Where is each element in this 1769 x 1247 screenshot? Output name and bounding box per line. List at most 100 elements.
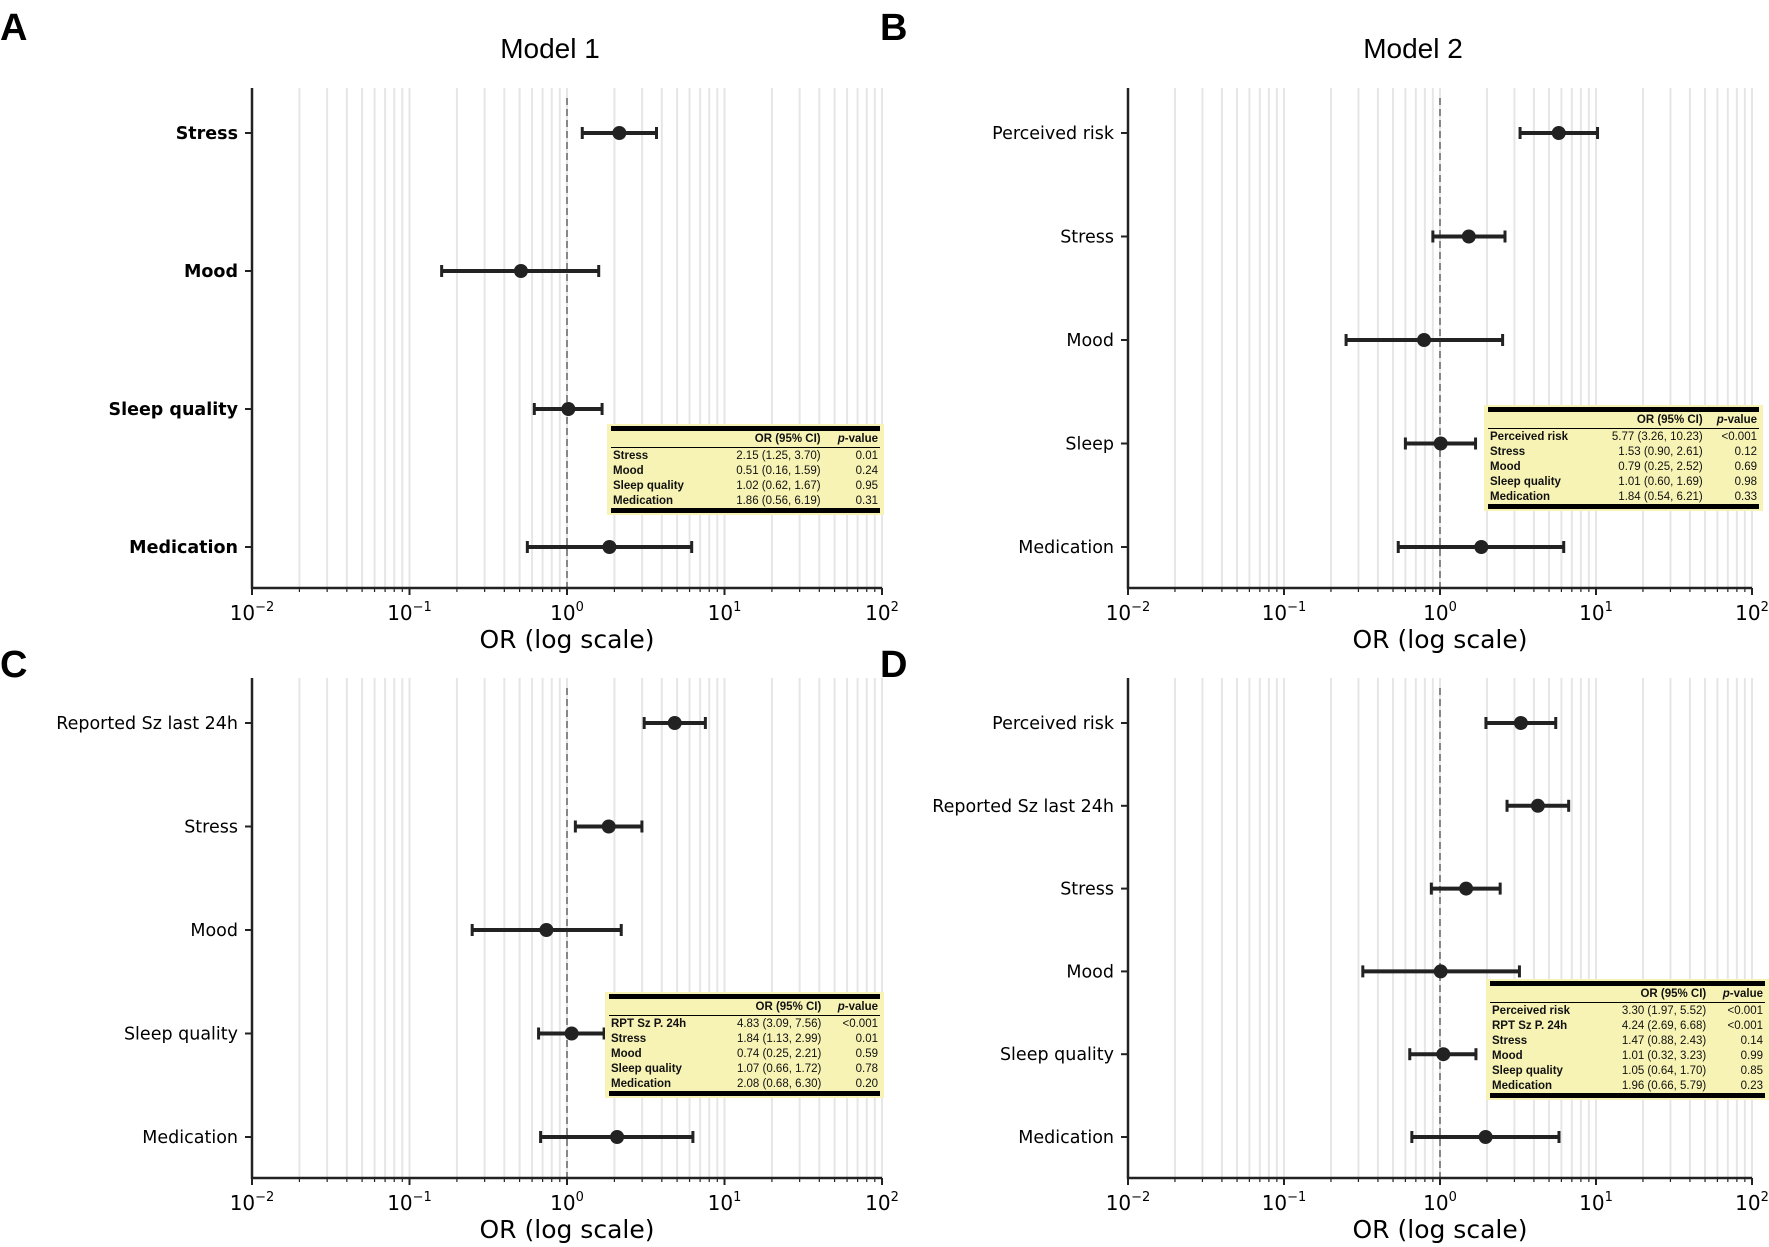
y-tick-label: Reported Sz last 24h [932, 797, 1114, 817]
row-pvalue: 0.12 [1734, 445, 1757, 458]
x-tick-label: 101 [708, 1190, 742, 1215]
table-row: Mood 0.74 (0.25, 2.21) 0.59 [609, 1046, 880, 1061]
or-point [1433, 964, 1448, 979]
panel-title: Model 1 [500, 33, 600, 64]
or-point [1461, 229, 1476, 244]
header-pvalue: p-value [823, 996, 880, 1016]
or-point [1478, 1130, 1493, 1144]
table-row: Medication 1.96 (0.66, 5.79) 0.23 [1490, 1078, 1765, 1096]
row-pvalue: 0.99 [1740, 1049, 1763, 1062]
row-label: Stress [1490, 445, 1526, 458]
header-pvalue: p-value [822, 428, 880, 448]
row-or-ci: 0.74 (0.25, 2.21) [736, 1047, 822, 1060]
panel-title: Model 2 [1363, 33, 1463, 64]
row-or-ci: 4.24 (2.69, 6.68) [1621, 1019, 1707, 1032]
header-value: -value [1729, 988, 1763, 1000]
or-point [1417, 333, 1432, 347]
row-or-ci: 2.15 (1.25, 3.70) [736, 449, 821, 462]
row-label: Sleep quality [1492, 1064, 1563, 1077]
or-point [612, 126, 627, 140]
header-or: OR (95% CI) [710, 996, 824, 1016]
row-or-ci: 1.01 (0.32, 3.23) [1621, 1049, 1707, 1062]
header-p: p [1716, 414, 1724, 426]
header-or: OR (95% CI) [708, 428, 823, 448]
x-tick-label: 102 [865, 1190, 899, 1215]
x-tick-label: 10−2 [1106, 600, 1151, 625]
x-tick-label: 10−1 [1262, 600, 1307, 625]
panel-letter: D [880, 644, 907, 686]
table-row: Medication 1.84 (0.54, 6.21) 0.33 [1488, 489, 1759, 507]
y-tick-label: Medication [129, 538, 238, 558]
table-row: Stress 1.53 (0.90, 2.61) 0.12 [1488, 444, 1759, 459]
y-tick-label: Medication [1018, 538, 1114, 558]
table-row: Perceived risk 5.77 (3.26, 10.23) <0.001 [1488, 429, 1759, 445]
x-tick-label: 102 [865, 600, 899, 625]
y-tick-label: Sleep quality [108, 400, 238, 420]
row-label: Medication [1490, 490, 1551, 503]
table-row: Mood 0.51 (0.16, 1.59) 0.24 [611, 463, 880, 478]
x-tick-label: 100 [1423, 1190, 1457, 1215]
row-label: Mood [1492, 1049, 1523, 1062]
or-point [1513, 716, 1528, 730]
y-tick-label: Sleep [1065, 435, 1114, 455]
x-axis-label: OR (log scale) [480, 1215, 655, 1244]
row-pvalue: 0.20 [855, 1077, 878, 1090]
row-label: Perceived risk [1492, 1004, 1571, 1017]
row-or-ci: 3.30 (1.97, 5.52) [1621, 1004, 1707, 1017]
y-tick-label: Perceived risk [992, 124, 1115, 144]
row-label: Sleep quality [613, 479, 684, 492]
row-or-ci: 1.01 (0.60, 1.69) [1618, 475, 1703, 488]
row-label: Medication [613, 494, 674, 507]
panel-letter: A [0, 7, 27, 49]
table-row: Perceived risk 3.30 (1.97, 5.52) <0.001 [1490, 1003, 1765, 1019]
row-pvalue: <0.001 [1727, 1019, 1764, 1032]
header-pvalue: p-value [1704, 409, 1759, 429]
y-tick-label: Mood [1066, 962, 1114, 982]
row-label: Medication [611, 1077, 672, 1090]
x-tick-label: 101 [1579, 600, 1613, 625]
row-pvalue: 0.33 [1734, 490, 1757, 503]
row-label: Mood [1490, 460, 1521, 473]
x-tick-label: 101 [708, 600, 742, 625]
y-tick-label: Mood [1066, 331, 1114, 351]
table-row: Sleep quality 1.02 (0.62, 1.67) 0.95 [611, 478, 880, 493]
x-tick-label: 101 [1579, 1190, 1613, 1215]
row-label: Medication [1492, 1079, 1553, 1092]
table-row: Medication 2.08 (0.68, 6.30) 0.20 [609, 1076, 880, 1094]
row-pvalue: 0.98 [1734, 475, 1757, 488]
row-pvalue: 0.31 [855, 494, 878, 507]
row-label: RPT Sz P. 24h [1492, 1019, 1568, 1032]
results-table: OR (95% CI) p-value RPT Sz P. 24h 4.83 (3.0… [605, 992, 884, 1098]
row-pvalue: 0.01 [855, 449, 878, 462]
row-or-ci: 1.84 (0.54, 6.21) [1618, 490, 1703, 503]
y-tick-label: Stress [184, 818, 238, 838]
x-tick-label: 102 [1735, 1190, 1769, 1215]
x-tick-label: 10−1 [387, 600, 432, 625]
row-or-ci: 1.84 (1.13, 2.99) [736, 1032, 822, 1045]
row-or-ci: 1.86 (0.56, 6.19) [736, 494, 821, 507]
y-tick-label: Medication [1018, 1128, 1114, 1148]
table-row: Mood 1.01 (0.32, 3.23) 0.99 [1490, 1048, 1765, 1063]
row-label: Stress [611, 1032, 647, 1045]
header-or: OR (95% CI) [1595, 983, 1709, 1003]
x-axis-label: OR (log scale) [1353, 625, 1528, 654]
x-tick-label: 100 [550, 600, 584, 625]
x-tick-label: 10−1 [1262, 1190, 1307, 1215]
header-value: -value [1723, 414, 1757, 426]
results-table: OR (95% CI) p-value Perceived risk 3.30 (1.… [1486, 979, 1769, 1100]
y-tick-label: Sleep quality [1000, 1045, 1114, 1065]
or-point [667, 716, 682, 730]
x-tick-label: 100 [1423, 600, 1457, 625]
or-point [1530, 798, 1545, 813]
row-label: Mood [611, 1047, 642, 1060]
or-point [513, 264, 528, 278]
table-row: Sleep quality 1.05 (0.64, 1.70) 0.85 [1490, 1063, 1765, 1078]
table-row: RPT Sz P. 24h 4.24 (2.69, 6.68) <0.001 [1490, 1018, 1765, 1033]
row-pvalue: 0.59 [855, 1047, 878, 1060]
row-pvalue: 0.01 [855, 1032, 878, 1045]
row-pvalue: <0.001 [842, 1017, 879, 1030]
x-tick-label: 10−2 [1106, 1190, 1151, 1215]
row-label: RPT Sz P. 24h [611, 1017, 687, 1030]
table-row: Stress 1.84 (1.13, 2.99) 0.01 [609, 1031, 880, 1046]
